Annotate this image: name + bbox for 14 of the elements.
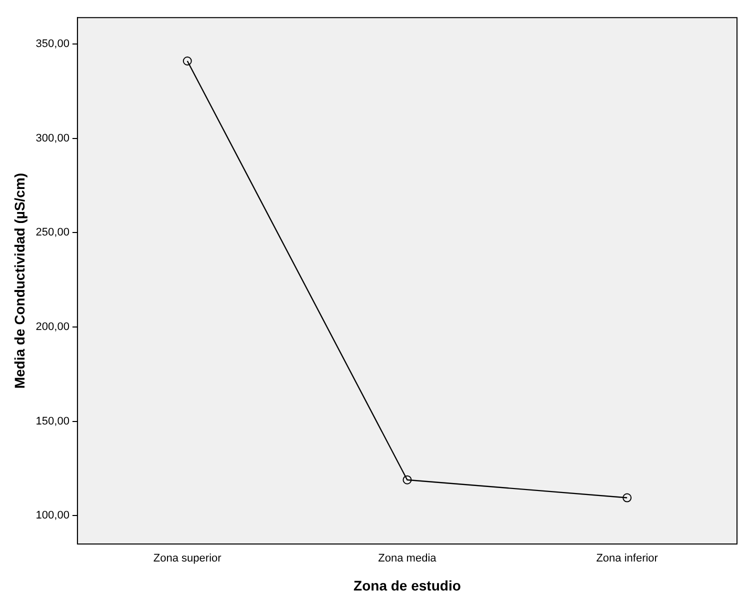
x-axis-title: Zona de estudio xyxy=(354,577,461,594)
point xyxy=(622,493,632,502)
y-tick-label: 250,00 xyxy=(36,226,70,239)
x-tick-label: Zona media xyxy=(378,552,438,565)
y-axis-title: Media de Conductividad (µS/cm) xyxy=(11,172,28,389)
x-tick-label: Zona inferior xyxy=(596,552,658,565)
y-tick-label: 150,00 xyxy=(36,415,70,428)
x-tick-label: Zona superior xyxy=(153,552,222,565)
y-tick-label: 200,00 xyxy=(36,321,70,334)
y-tick-label: 350,00 xyxy=(36,38,70,50)
y-tick-label: 100,00 xyxy=(36,510,70,522)
point xyxy=(182,56,192,66)
y-tick-label: 300,00 xyxy=(36,132,70,144)
point xyxy=(402,475,412,484)
